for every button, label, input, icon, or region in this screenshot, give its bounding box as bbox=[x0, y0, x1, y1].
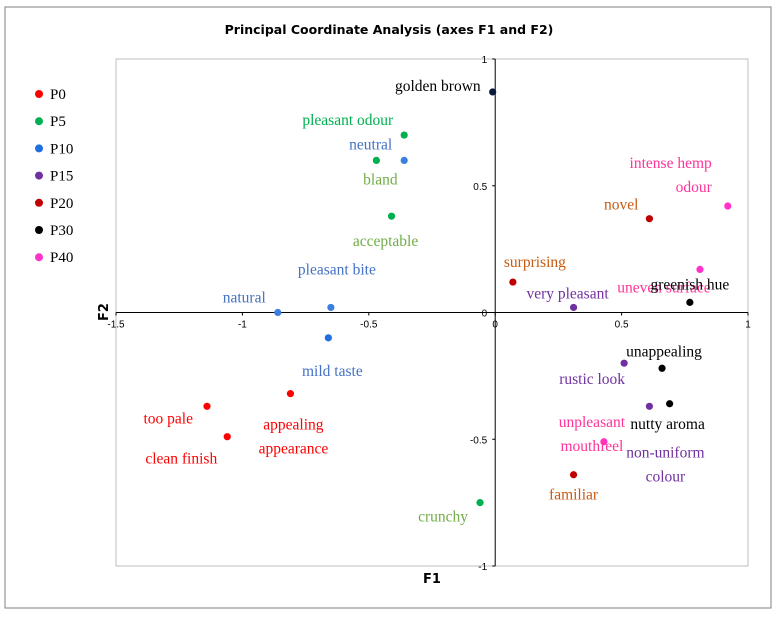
legend: P0 P5 P10 P15 P20 P30 P40 bbox=[35, 87, 73, 266]
legend-marker bbox=[35, 90, 43, 98]
data-point bbox=[223, 433, 231, 441]
data-points bbox=[203, 88, 732, 507]
point-label: mild taste bbox=[302, 363, 363, 380]
data-point bbox=[645, 215, 654, 223]
data-point bbox=[600, 438, 608, 446]
x-tick-label: -1.5 bbox=[107, 320, 125, 331]
legend-marker bbox=[35, 171, 43, 180]
data-point bbox=[286, 390, 295, 398]
point-label: bland bbox=[363, 171, 398, 188]
point-label-line: colour bbox=[646, 468, 686, 485]
point-label: crunchy bbox=[418, 509, 468, 526]
x-tick-labels: -1.5 -1 -0.5 0 0.5 1 bbox=[107, 312, 751, 331]
point-label: pleasant bite bbox=[298, 261, 376, 278]
x-axis-title: F1 bbox=[423, 572, 441, 587]
data-point bbox=[686, 298, 694, 306]
point-label: unpleasant mouthfeel bbox=[559, 414, 626, 455]
x-tick-label: -0.5 bbox=[360, 320, 378, 331]
point-label: nutty aroma bbox=[630, 416, 705, 433]
data-point bbox=[620, 359, 628, 367]
data-point bbox=[327, 303, 335, 312]
legend-marker bbox=[35, 198, 43, 207]
point-label: appealing appearance bbox=[259, 417, 329, 458]
data-point bbox=[274, 308, 282, 317]
point-label: neutral bbox=[349, 136, 392, 153]
x-tick-label: 0 bbox=[492, 320, 498, 331]
point-label: novel bbox=[604, 197, 638, 214]
legend-label: P40 bbox=[50, 250, 73, 266]
legend-label: P20 bbox=[50, 196, 73, 212]
y-tick-label: 1 bbox=[482, 55, 488, 66]
chart-frame bbox=[4, 6, 772, 609]
legend-marker bbox=[35, 226, 43, 234]
point-label-line: non-uniform bbox=[626, 444, 704, 461]
point-label: golden brown bbox=[395, 78, 481, 95]
data-point bbox=[203, 402, 211, 410]
point-label: very pleasant bbox=[526, 285, 609, 302]
legend-marker bbox=[35, 144, 43, 153]
x-tick-label: 1 bbox=[745, 320, 751, 331]
data-point bbox=[666, 400, 674, 408]
y-tick-label: -1 bbox=[478, 562, 487, 573]
point-label: clean finish bbox=[145, 451, 217, 468]
point-label: acceptable bbox=[353, 233, 419, 250]
legend-label: P15 bbox=[50, 169, 73, 185]
point-label: pleasant odour bbox=[302, 112, 394, 129]
legend-label: P10 bbox=[50, 141, 73, 157]
y-tick-label: -0.5 bbox=[470, 435, 488, 446]
y-tick-labels: 1 0.5 0 -0.5 -1 bbox=[470, 55, 496, 573]
point-label: uneven surface bbox=[617, 279, 710, 296]
legend-label: P30 bbox=[50, 223, 73, 239]
y-tick-label: 0.5 bbox=[473, 182, 487, 193]
point-label-line: odour bbox=[676, 179, 713, 196]
data-point bbox=[724, 202, 732, 210]
data-point bbox=[372, 156, 380, 164]
data-point bbox=[658, 364, 666, 372]
point-label: non-uniform colour bbox=[626, 444, 704, 485]
legend-label: P5 bbox=[50, 114, 66, 130]
data-point bbox=[696, 265, 704, 274]
y-tick-label: 0 bbox=[482, 309, 488, 320]
y-axis-title: F2 bbox=[97, 303, 112, 321]
point-label-line: appealing bbox=[263, 417, 324, 434]
point-label: too pale bbox=[144, 410, 194, 427]
point-label: intense hemp odour bbox=[630, 155, 713, 196]
point-label-line: unpleasant bbox=[559, 414, 626, 431]
data-point bbox=[569, 303, 578, 312]
legend-label: P0 bbox=[50, 87, 66, 103]
point-label: familiar bbox=[549, 487, 599, 504]
legend-marker bbox=[35, 253, 43, 262]
data-point bbox=[509, 278, 517, 286]
point-label: surprising bbox=[504, 254, 566, 271]
data-point bbox=[400, 131, 408, 139]
data-point bbox=[387, 212, 396, 220]
x-tick-label: -1 bbox=[238, 320, 247, 331]
point-label-line: intense hemp bbox=[630, 155, 712, 172]
data-point bbox=[400, 156, 408, 164]
point-label: rustic look bbox=[559, 371, 625, 388]
data-point bbox=[324, 334, 332, 342]
x-tick-label: 0.5 bbox=[615, 320, 629, 331]
data-point bbox=[645, 402, 654, 410]
point-label-line: mouthfeel bbox=[560, 438, 623, 455]
legend-marker bbox=[35, 117, 43, 126]
point-label: unappealing bbox=[626, 343, 702, 360]
point-label: natural bbox=[223, 290, 266, 307]
point-label: greenish hue bbox=[650, 276, 729, 293]
data-point bbox=[489, 88, 497, 96]
point-label-line: appearance bbox=[259, 441, 329, 458]
data-point bbox=[476, 499, 484, 507]
chart-title: Principal Coordinate Analysis (axes F1 a… bbox=[225, 22, 554, 37]
data-point bbox=[569, 471, 578, 479]
